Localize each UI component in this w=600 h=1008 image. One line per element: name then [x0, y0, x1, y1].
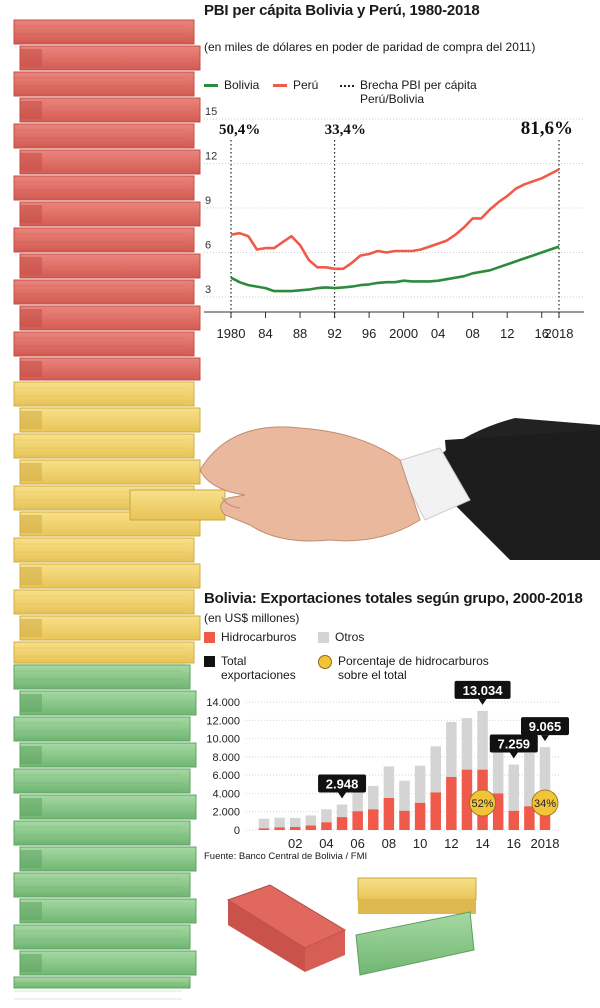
block-end — [20, 798, 42, 816]
source-note: Fuente: Banco Central de Bolivia / FMI — [204, 851, 368, 862]
legend-bolivia-label: Bolivia — [224, 78, 260, 92]
tower-block — [13, 589, 195, 615]
tower-block — [19, 45, 201, 71]
tower-block — [19, 690, 197, 716]
tower-block — [13, 872, 191, 898]
block-end — [20, 515, 42, 533]
legend-gap-label-1: Brecha PBI per cápita — [360, 78, 477, 92]
legend-total-label-1: Total — [221, 654, 247, 668]
legend-peru: Perú — [273, 78, 318, 92]
tower-block — [19, 201, 201, 227]
legend-total: Total exportaciones — [204, 654, 296, 682]
bolivia-swatch — [204, 84, 218, 87]
legend-peru-label: Perú — [293, 78, 319, 92]
tower-block — [19, 950, 197, 976]
legend-percent-label-1: Porcentaje de hidrocarburos — [338, 654, 489, 668]
tower-block — [13, 381, 195, 407]
tower-block — [13, 976, 191, 989]
tower-block — [19, 615, 201, 641]
tower-block — [13, 433, 195, 459]
tower-block — [13, 71, 195, 97]
tower-block — [19, 253, 201, 279]
exports-chart-subtitle: (en US$ millones) — [204, 611, 300, 625]
tower-block — [19, 898, 197, 924]
block-end — [20, 850, 42, 868]
block-end — [20, 153, 42, 171]
percent-swatch — [318, 655, 332, 669]
peru-swatch — [273, 84, 287, 87]
block-end — [20, 257, 42, 275]
red-block-section — [13, 19, 201, 381]
exports-chart-title: Bolivia: Exportaciones totales según gru… — [204, 590, 583, 607]
tower-block — [19, 357, 201, 381]
tower-block — [19, 563, 201, 589]
tower-block — [13, 716, 191, 742]
block-end — [20, 49, 42, 67]
tower-block — [13, 641, 195, 664]
tower-block — [19, 846, 197, 872]
tower-block — [13, 279, 195, 305]
block-end — [20, 101, 42, 119]
tower-block — [19, 742, 197, 768]
tower-block — [13, 331, 195, 357]
tower-block — [19, 459, 201, 485]
legend-gap: Brecha PBI per cápita Perú/Bolivia — [340, 78, 477, 106]
legend-hidrocarburos-label: Hidrocarburos — [221, 630, 297, 644]
tower-block — [19, 97, 201, 123]
pulled-block — [129, 489, 226, 521]
total-swatch — [204, 656, 215, 667]
otros-swatch — [318, 632, 329, 643]
legend-total-label-2: exportaciones — [221, 668, 296, 682]
gap-swatch — [340, 85, 354, 87]
tower-block — [13, 768, 191, 794]
yellow-block-section — [13, 381, 226, 665]
block-end — [20, 411, 42, 429]
block-end — [20, 567, 42, 585]
block-end — [20, 463, 42, 481]
block-end — [20, 309, 42, 327]
block-end — [20, 694, 42, 712]
tower-block — [19, 407, 201, 433]
block-end — [20, 954, 42, 972]
tower-block — [13, 537, 195, 563]
block-end — [20, 205, 42, 223]
block-end — [20, 619, 42, 637]
tower-block — [13, 19, 195, 45]
block-end — [20, 361, 42, 377]
green-block-section — [13, 664, 197, 1000]
tower-block — [13, 227, 195, 253]
legend-bolivia: Bolivia — [204, 78, 259, 92]
legend-percent-label-2: sobre el total — [338, 668, 407, 682]
tower-block — [13, 175, 195, 201]
tower-block — [13, 820, 191, 846]
block-end — [20, 746, 42, 764]
tower-block — [19, 305, 201, 331]
legend-gap-label-2: Perú/Bolivia — [360, 92, 425, 106]
tower-block — [13, 664, 191, 690]
gdp-chart-subtitle: (en miles de dólares en poder de paridad… — [204, 40, 536, 54]
legend-otros: Otros — [318, 630, 364, 644]
tower-block — [13, 924, 191, 950]
tower-block — [19, 149, 201, 175]
tower-block — [19, 794, 197, 820]
legend-otros-label: Otros — [335, 630, 365, 644]
tower-block — [13, 123, 195, 149]
legend-hidrocarburos: Hidrocarburos — [204, 630, 296, 644]
hand-illustration — [199, 418, 600, 560]
block-end — [20, 902, 42, 920]
hidrocarburos-swatch — [204, 632, 215, 643]
gdp-chart-title: PBI per cápita Bolivia y Perú, 1980-2018 — [204, 2, 480, 19]
loose-blocks — [226, 877, 477, 976]
legend-percent: Porcentaje de hidrocarburos sobre el tot… — [318, 654, 489, 682]
